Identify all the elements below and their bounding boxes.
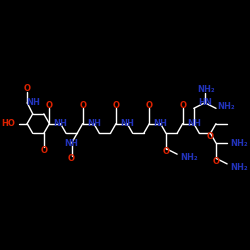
Text: NH: NH <box>187 119 201 128</box>
Text: O: O <box>112 100 119 110</box>
Text: NH: NH <box>154 119 168 128</box>
Text: O: O <box>207 132 214 141</box>
Text: NH₂: NH₂ <box>198 85 215 94</box>
Text: HN: HN <box>198 98 212 107</box>
Text: NH₂: NH₂ <box>230 163 248 172</box>
Text: NH: NH <box>54 119 68 128</box>
Text: O: O <box>46 100 53 110</box>
Text: HO: HO <box>1 119 15 128</box>
Text: NH₂: NH₂ <box>230 138 248 147</box>
Text: O: O <box>146 100 153 110</box>
Text: NH: NH <box>26 98 40 107</box>
Text: O: O <box>40 146 47 155</box>
Text: NH: NH <box>87 119 101 128</box>
Text: O: O <box>212 157 220 166</box>
Text: O: O <box>179 100 186 110</box>
Text: NH₂: NH₂ <box>180 153 198 162</box>
Text: O: O <box>24 84 31 93</box>
Text: NH: NH <box>65 138 78 147</box>
Text: O: O <box>68 154 75 164</box>
Text: NH: NH <box>120 119 134 128</box>
Text: NH₂: NH₂ <box>218 102 235 110</box>
Text: O: O <box>162 148 170 156</box>
Text: O: O <box>79 100 86 110</box>
